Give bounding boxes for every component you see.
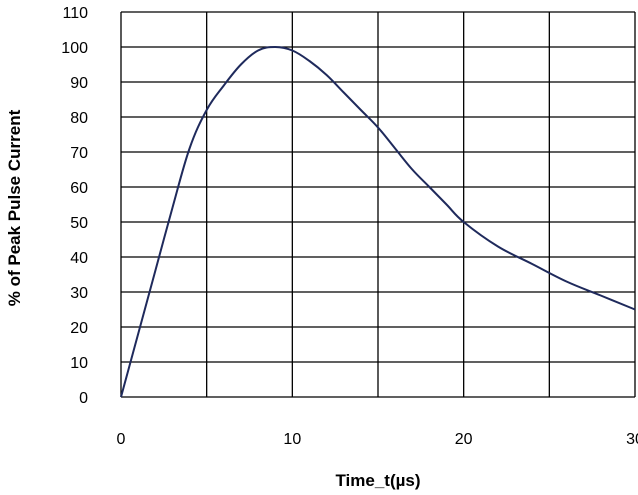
y-tick-label: 30 [70, 285, 88, 302]
y-tick-label: 70 [70, 145, 88, 162]
x-tick-label: 10 [283, 431, 301, 448]
x-tick-label: 0 [117, 431, 126, 448]
y-axis-title: % of Peak Pulse Current [5, 109, 24, 306]
y-tick-labels: 0 10 20 30 40 50 60 70 80 90 100 110 [61, 5, 88, 407]
plot-area [120, 45, 636, 398]
x-tick-labels: 0 10 20 30 [117, 431, 638, 448]
chart-grid [120, 11, 636, 398]
x-axis-title: Time_t(µs) [335, 471, 420, 490]
y-tick-label: 40 [70, 250, 88, 267]
y-tick-label: 80 [70, 110, 88, 127]
y-tick-label: 10 [70, 355, 88, 372]
y-tick-label: 60 [70, 180, 88, 197]
y-tick-label: 110 [62, 5, 88, 22]
y-tick-label: 90 [70, 75, 88, 92]
y-tick-label: 20 [70, 320, 88, 337]
x-tick-label: 30 [626, 431, 638, 448]
y-tick-label: 0 [79, 390, 88, 407]
y-tick-label: 100 [61, 40, 88, 57]
y-tick-label: 50 [70, 215, 88, 232]
series-line [120, 45, 636, 398]
x-tick-label: 20 [455, 431, 473, 448]
